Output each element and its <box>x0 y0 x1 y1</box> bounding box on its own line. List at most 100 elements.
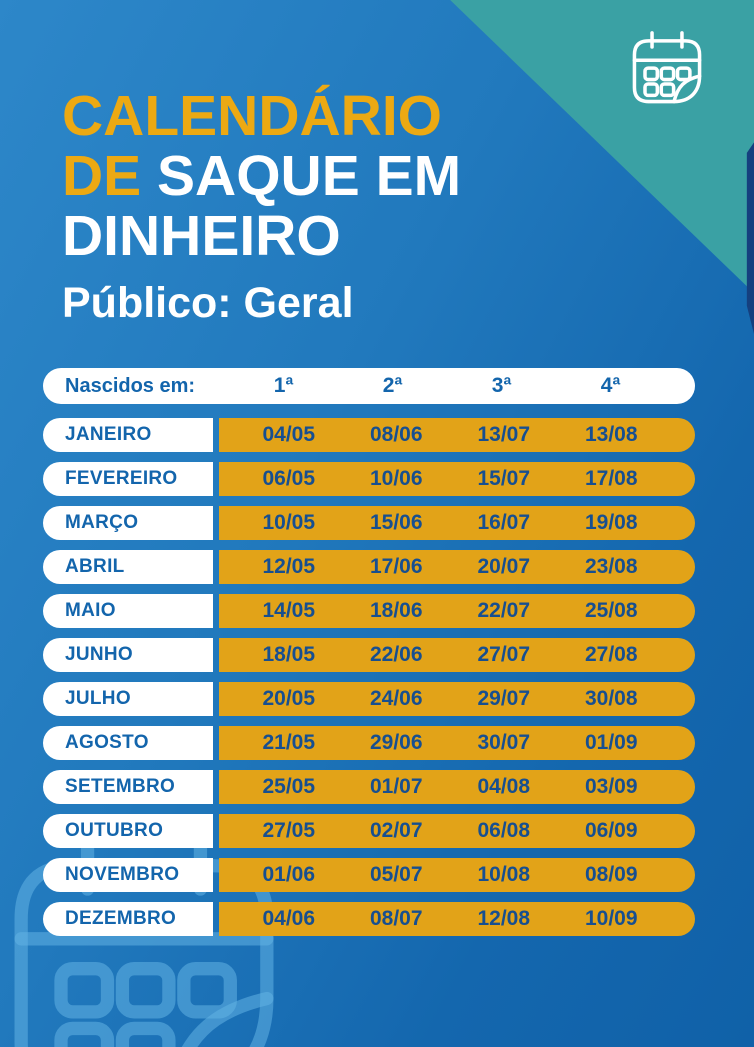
page-title: CALENDÁRIO DE SAQUE EM DINHEIRO <box>62 86 754 266</box>
date-cell: 10/05 <box>262 511 316 534</box>
date-cell: 27/08 <box>584 643 638 666</box>
date-cell: 27/05 <box>262 819 316 842</box>
column-header: 3ª <box>491 374 512 397</box>
date-cell: 29/07 <box>477 687 531 710</box>
withdrawal-calendar-table: Nascidos em: 1ª 2ª 3ª 4ª JANEIRO 04/05 0… <box>43 368 695 936</box>
table-row: OUTUBRO 27/05 02/07 06/08 06/09 <box>43 814 695 848</box>
table-row: DEZEMBRO 04/06 08/07 12/08 10/09 <box>43 902 695 936</box>
date-cell: 17/08 <box>584 467 638 490</box>
dates-pill: 10/05 15/06 16/07 19/08 <box>219 506 695 540</box>
date-cell: 06/05 <box>262 467 316 490</box>
month-label: NOVEMBRO <box>43 858 213 892</box>
column-header: 4ª <box>600 374 621 397</box>
date-cell: 08/09 <box>584 863 638 886</box>
date-cell: 18/06 <box>369 599 423 622</box>
date-cell: 01/06 <box>262 863 316 886</box>
dates-pill: 27/05 02/07 06/08 06/09 <box>219 814 695 848</box>
month-label: OUTUBRO <box>43 814 213 848</box>
date-cell: 01/09 <box>584 731 638 754</box>
title-line-2: DE SAQUE EM <box>62 144 462 208</box>
table-row: JANEIRO 04/05 08/06 13/07 13/08 <box>43 418 695 452</box>
date-cell: 08/07 <box>369 907 423 930</box>
date-cell: 10/06 <box>369 467 423 490</box>
table-row: MAIO 14/05 18/06 22/07 25/08 <box>43 594 695 628</box>
table-header: Nascidos em: 1ª 2ª 3ª 4ª <box>43 368 695 404</box>
month-label: MARÇO <box>43 506 213 540</box>
month-label: DEZEMBRO <box>43 902 213 936</box>
date-cell: 30/07 <box>477 731 531 754</box>
date-cell: 08/06 <box>369 423 423 446</box>
table-row: FEVEREIRO 06/05 10/06 15/07 17/08 <box>43 462 695 496</box>
column-header: 2ª <box>382 374 403 397</box>
date-cell: 04/05 <box>262 423 316 446</box>
table-row: SETEMBRO 25/05 01/07 04/08 03/09 <box>43 770 695 804</box>
title-line-3: DINHEIRO <box>62 204 341 268</box>
month-label: FEVEREIRO <box>43 462 213 496</box>
table-row: ABRIL 12/05 17/06 20/07 23/08 <box>43 550 695 584</box>
dates-pill: 01/06 05/07 10/08 08/09 <box>219 858 695 892</box>
installment-columns: 1ª 2ª 3ª 4ª <box>213 374 695 398</box>
dates-pill: 06/05 10/06 15/07 17/08 <box>219 462 695 496</box>
table-header-label: Nascidos em: <box>65 374 196 397</box>
date-cell: 06/08 <box>477 819 531 842</box>
date-cell: 30/08 <box>584 687 638 710</box>
date-cell: 10/09 <box>584 907 638 930</box>
dates-pill: 18/05 22/06 27/07 27/08 <box>219 638 695 672</box>
date-cell: 04/08 <box>477 775 531 798</box>
date-cell: 10/08 <box>477 863 531 886</box>
month-label: JUNHO <box>43 638 213 672</box>
date-cell: 20/07 <box>477 555 531 578</box>
date-cell: 04/06 <box>262 907 316 930</box>
dates-pill: 04/06 08/07 12/08 10/09 <box>219 902 695 936</box>
date-cell: 25/05 <box>262 775 316 798</box>
date-cell: 12/08 <box>477 907 531 930</box>
month-label: JANEIRO <box>43 418 213 452</box>
date-cell: 22/07 <box>477 599 531 622</box>
month-label: JULHO <box>43 682 213 716</box>
date-cell: 23/08 <box>584 555 638 578</box>
month-label: MAIO <box>43 594 213 628</box>
date-cell: 15/06 <box>369 511 423 534</box>
date-cell: 22/06 <box>369 643 423 666</box>
date-cell: 29/06 <box>369 731 423 754</box>
dates-pill: 12/05 17/06 20/07 23/08 <box>219 550 695 584</box>
date-cell: 20/05 <box>262 687 316 710</box>
table-row: JUNHO 18/05 22/06 27/07 27/08 <box>43 638 695 672</box>
date-cell: 02/07 <box>369 819 423 842</box>
date-cell: 25/08 <box>584 599 638 622</box>
column-header: 1ª <box>273 374 294 397</box>
date-cell: 19/08 <box>584 511 638 534</box>
dates-pill: 20/05 24/06 29/07 30/08 <box>219 682 695 716</box>
title-line-1: CALENDÁRIO <box>62 84 442 148</box>
dates-pill: 21/05 29/06 30/07 01/09 <box>219 726 695 760</box>
dates-pill: 25/05 01/07 04/08 03/09 <box>219 770 695 804</box>
date-cell: 18/05 <box>262 643 316 666</box>
content: CALENDÁRIO DE SAQUE EM DINHEIRO Público:… <box>43 86 754 936</box>
date-cell: 17/06 <box>369 555 423 578</box>
date-cell: 21/05 <box>262 731 316 754</box>
date-cell: 27/07 <box>477 643 531 666</box>
dates-pill: 04/05 08/06 13/07 13/08 <box>219 418 695 452</box>
date-cell: 12/05 <box>262 555 316 578</box>
month-label: AGOSTO <box>43 726 213 760</box>
date-cell: 24/06 <box>369 687 423 710</box>
date-cell: 03/09 <box>584 775 638 798</box>
table-row: NOVEMBRO 01/06 05/07 10/08 08/09 <box>43 858 695 892</box>
date-cell: 13/07 <box>477 423 531 446</box>
date-cell: 05/07 <box>369 863 423 886</box>
header: CALENDÁRIO DE SAQUE EM DINHEIRO Público:… <box>62 86 754 328</box>
table-row: MARÇO 10/05 15/06 16/07 19/08 <box>43 506 695 540</box>
date-cell: 16/07 <box>477 511 531 534</box>
month-label: ABRIL <box>43 550 213 584</box>
date-cell: 06/09 <box>584 819 638 842</box>
date-cell: 14/05 <box>262 599 316 622</box>
date-cell: 01/07 <box>369 775 423 798</box>
table-row: AGOSTO 21/05 29/06 30/07 01/09 <box>43 726 695 760</box>
dates-pill: 14/05 18/06 22/07 25/08 <box>219 594 695 628</box>
date-cell: 15/07 <box>477 467 531 490</box>
table-row: JULHO 20/05 24/06 29/07 30/08 <box>43 682 695 716</box>
month-label: SETEMBRO <box>43 770 213 804</box>
date-cell: 13/08 <box>584 423 638 446</box>
